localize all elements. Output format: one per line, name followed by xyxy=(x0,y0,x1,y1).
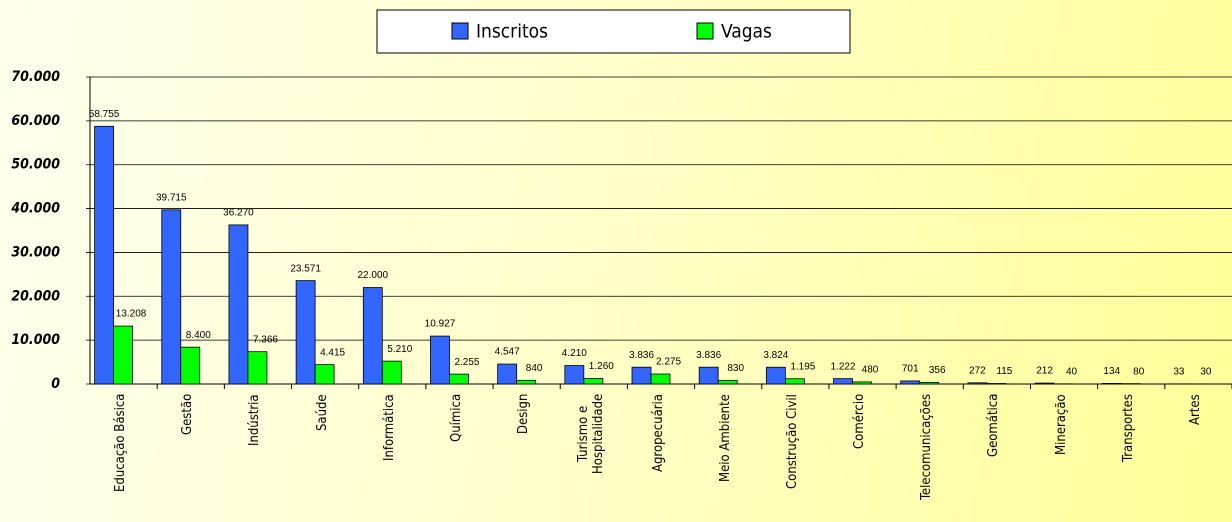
x-tick-label: Mineração xyxy=(1053,394,1069,455)
data-label: 22.000 xyxy=(357,270,388,281)
bar xyxy=(900,380,921,385)
data-label: 1.222 xyxy=(831,361,856,372)
data-label: 58.755 xyxy=(89,109,120,120)
y-tick-label: 10.000 xyxy=(11,332,60,348)
data-label: 39.715 xyxy=(156,192,187,203)
bar xyxy=(497,363,518,385)
bar xyxy=(833,378,853,385)
y-tick-label: 70.000 xyxy=(11,69,60,85)
bar xyxy=(650,373,671,385)
data-label: 2.275 xyxy=(656,357,681,368)
x-tick-label: Meio Ambiente xyxy=(717,394,733,482)
data-label: 13.208 xyxy=(116,309,147,320)
bar xyxy=(717,379,738,385)
data-label: 840 xyxy=(526,363,543,374)
data-label: 134 xyxy=(1103,366,1120,377)
x-tick-label: Geomática xyxy=(986,393,1002,457)
bar xyxy=(228,224,249,385)
x-tick-label: Indústria xyxy=(247,394,263,446)
data-label: 80 xyxy=(1133,366,1145,377)
x-tick-label: Turismo e Hospitalidade xyxy=(575,393,606,474)
x-tick-label: Química xyxy=(448,393,464,442)
bar xyxy=(295,280,316,385)
bar xyxy=(919,382,940,385)
x-tick-label: Informática xyxy=(381,394,397,461)
bar xyxy=(1101,383,1122,385)
legend-swatch xyxy=(696,22,714,40)
data-label: 40 xyxy=(1066,366,1078,377)
data-label: 4.415 xyxy=(320,347,345,358)
data-label: 1.260 xyxy=(589,361,614,372)
legend-label: Inscritos xyxy=(476,21,548,43)
data-label: 4.210 xyxy=(562,348,587,359)
data-label: 356 xyxy=(929,365,946,376)
data-label: 830 xyxy=(727,363,744,374)
y-tick-label: 40.000 xyxy=(11,201,60,217)
legend-box xyxy=(376,9,851,54)
y-tick-label: 50.000 xyxy=(11,157,60,173)
data-label: 5.210 xyxy=(387,344,412,355)
data-label: 1.195 xyxy=(790,361,815,372)
y-tick-label: 30.000 xyxy=(11,244,60,260)
bar xyxy=(784,378,805,385)
bar xyxy=(381,360,402,385)
y-tick-label: 20.000 xyxy=(11,288,60,304)
bar xyxy=(161,209,182,385)
data-label: 212 xyxy=(1036,366,1053,377)
data-label: 30 xyxy=(1200,367,1212,378)
data-label: 272 xyxy=(969,365,986,376)
x-tick-label: Artes xyxy=(1187,394,1203,425)
bar xyxy=(247,351,268,385)
bar xyxy=(362,287,383,385)
data-label: 2.255 xyxy=(454,357,479,368)
x-tick-label: Educação Básica xyxy=(113,393,129,492)
bar xyxy=(314,364,335,385)
legend-swatch xyxy=(451,22,469,40)
bar xyxy=(113,325,133,385)
x-tick-label: Construção Civil xyxy=(784,394,800,489)
data-label: 115 xyxy=(996,366,1012,377)
data-label: 36.270 xyxy=(223,208,254,219)
data-label: 33 xyxy=(1173,366,1185,377)
x-tick-label: Saúde xyxy=(314,394,330,431)
data-label: 3.836 xyxy=(629,350,654,361)
data-label: 480 xyxy=(862,365,879,376)
x-tick-label: Design xyxy=(516,393,532,434)
bar xyxy=(765,366,786,385)
bar xyxy=(698,366,719,385)
bar xyxy=(180,346,201,385)
bar xyxy=(583,378,604,385)
y-tick-label: 0 xyxy=(51,376,60,392)
bar xyxy=(94,125,114,385)
x-tick-label: Agropecuária xyxy=(650,394,666,472)
bar xyxy=(564,365,585,385)
data-label: 7.366 xyxy=(253,334,278,345)
data-label: 3.836 xyxy=(696,350,721,361)
bar xyxy=(967,382,988,385)
bar xyxy=(852,381,872,385)
x-tick-label: Transportes xyxy=(1120,394,1136,462)
bar xyxy=(516,379,537,385)
bar xyxy=(631,366,652,385)
legend-label: Vagas xyxy=(721,21,772,43)
x-tick-label: Gestão xyxy=(180,393,196,435)
data-label: 23.571 xyxy=(290,263,321,274)
bar xyxy=(449,373,469,385)
data-label: 8.400 xyxy=(186,330,211,341)
bar xyxy=(986,383,1007,385)
x-tick-label: Telecomunicações xyxy=(919,393,935,500)
data-label: 4.547 xyxy=(495,347,520,358)
data-label: 701 xyxy=(902,364,919,375)
x-tick-label: Comércio xyxy=(852,393,868,449)
data-label: 10.927 xyxy=(425,319,456,330)
bar xyxy=(430,335,450,385)
y-tick-label: 60.000 xyxy=(11,113,60,129)
data-label: 3.824 xyxy=(763,350,788,361)
bar xyxy=(1034,382,1055,385)
